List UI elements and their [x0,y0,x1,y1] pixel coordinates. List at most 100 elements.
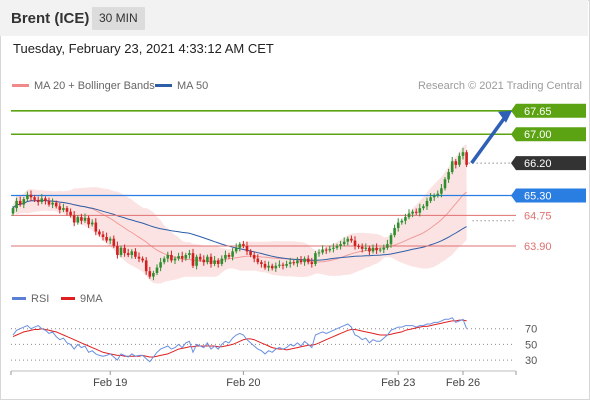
candle-body [69,211,72,216]
rsi-ma-line [12,319,467,358]
candle-body [108,238,112,241]
candle-body [119,247,123,255]
candle-body [432,195,436,198]
candle-body [306,258,310,263]
candle-body [324,249,328,251]
candle-body [450,161,454,173]
candle-body [11,208,15,214]
forecast-arrow-shaft [470,114,508,165]
candle-body [303,258,306,263]
candle-body [15,200,18,209]
candle-body [360,246,364,249]
candle-body [342,241,346,245]
candle-body [274,265,278,269]
chart-timestamp: Tuesday, February 23, 2021 4:33:12 AM CE… [13,41,274,56]
candle-body [285,263,288,266]
candle-body [454,161,458,165]
candle-body [357,245,360,247]
candle-body [368,247,371,252]
candle-body [90,222,94,225]
x-tick-label: Feb 19 [93,377,127,389]
candle-body [184,254,188,259]
legend-label: 9MA [80,293,103,305]
candle-body [317,252,321,254]
candle-body [328,248,332,251]
candle-body [292,262,296,264]
candle-body [51,202,54,205]
level-tag-65-30 [511,188,586,203]
legend-ma50: MA 50 [155,80,208,92]
candle-body [58,206,62,210]
rsi-level-label: 30 [525,355,537,367]
legend-label: MA 20 + Bollinger Bands [34,80,155,92]
candle-body [198,256,202,260]
candle-body [18,200,22,205]
candle-body [144,260,148,272]
candle-body [213,260,216,264]
legend-swatch [12,83,29,87]
candle-body [346,238,350,242]
candle-body [242,244,245,246]
candle-body [26,194,29,200]
candle-body [458,155,461,165]
candle-body [231,251,234,257]
candle-body [252,254,256,259]
candle-body [411,211,414,214]
level-label: 66.20 [524,158,552,170]
forecast-arrow-head [498,110,512,123]
timeframe-badge[interactable]: 30 MIN [92,7,145,30]
candle-body [134,251,137,257]
header-bar: Brent (ICE) 30 MIN [0,0,588,36]
candle-body [155,267,159,273]
candle-body [87,217,90,225]
candle-body [209,256,213,264]
candle-body [353,240,357,246]
candle-body [224,254,227,259]
candle-body [396,222,400,228]
candle-body [299,260,303,263]
rsi-line [12,317,468,363]
candle-body [378,249,382,251]
candle-body [177,256,180,259]
candle-body [267,265,270,268]
candle-body [418,208,422,213]
candle-body [40,198,44,202]
instrument-name: Brent (ICE) [11,10,90,27]
candle-body [54,202,58,207]
level-label: 64.75 [524,210,552,222]
candle-body [335,245,339,248]
candle-body [332,247,335,249]
candle-body [310,262,314,264]
legend-swatch [155,83,172,87]
candle-body [371,247,375,252]
candle-body [281,264,285,266]
legend-9ma: 9MA [61,293,103,305]
level-tag-67-65 [511,103,586,118]
candle-body [443,179,447,189]
legend-rsi: RSI [12,293,49,305]
x-tick-label: Feb 23 [381,377,415,389]
candle-body [447,172,450,180]
legend-label: MA 50 [177,80,209,92]
candle-body [148,271,152,277]
candle-body [234,247,238,252]
candle-body [180,256,184,259]
credit-text: Research © 2021 Trading Central [417,80,582,92]
candle-body [44,198,47,201]
candle-body [130,251,134,255]
candle-body [407,213,411,218]
legend-label: RSI [31,293,50,305]
bollinger-band [13,144,467,284]
candle-body [105,236,108,241]
candle-body [202,259,206,263]
candle-body [173,258,177,261]
candle-body [288,262,292,264]
candle-body [429,197,432,201]
candle-body [216,260,220,264]
candle-body [206,256,209,263]
candle-body [425,200,429,207]
candle-body [436,193,440,196]
candle-body [260,262,263,264]
candle-body [440,188,443,194]
